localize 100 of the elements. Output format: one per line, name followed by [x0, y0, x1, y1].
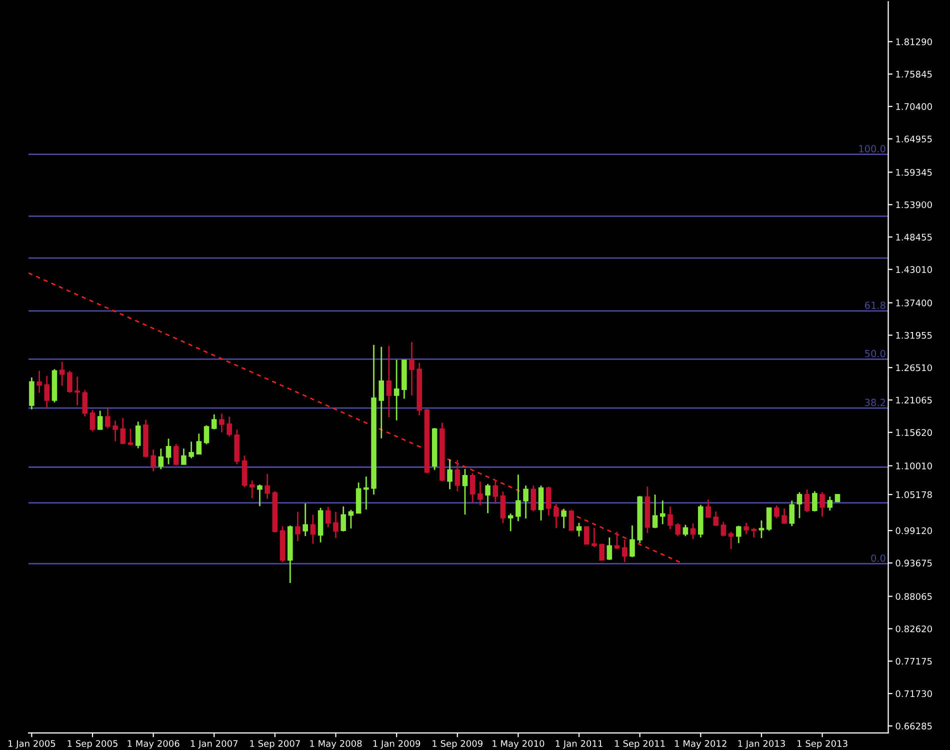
x-tick-label: 1 May 2010 — [492, 740, 544, 749]
candlestick — [378, 346, 384, 440]
candlestick — [470, 472, 476, 504]
y-tick-label: 1.59345 — [896, 168, 932, 176]
y-tick-label: 1.15620 — [896, 429, 932, 436]
annotation: 38.2 — [865, 398, 885, 406]
y-tick-label: 1.37400 — [896, 300, 932, 306]
candlestick — [219, 413, 224, 434]
candlestick — [622, 539, 628, 563]
candlestick — [766, 506, 772, 532]
candlestick — [508, 512, 514, 532]
candlestick — [592, 527, 597, 548]
candlestick — [576, 522, 582, 538]
y-tick-label: 0.93675 — [896, 560, 932, 567]
candlestick — [599, 543, 604, 561]
candlestick — [364, 476, 369, 510]
y-tick-label: 1.10010 — [896, 462, 932, 470]
candlestick — [713, 510, 719, 526]
candlestick — [36, 370, 42, 394]
candlestick — [105, 408, 110, 430]
candlestick — [74, 376, 80, 406]
x-tick-label: 1 Jan 2007 — [190, 740, 238, 749]
candlestick — [204, 424, 210, 445]
y-tick-label: 1.43010 — [896, 266, 932, 273]
candlestick — [454, 459, 460, 492]
candlestick — [546, 486, 552, 516]
annotation: 61.8 — [865, 302, 886, 309]
candlestick — [561, 508, 566, 529]
candlestick — [720, 521, 726, 538]
candlestick — [128, 428, 134, 446]
candlestick — [827, 496, 833, 512]
candlestick — [188, 440, 194, 459]
x-tick-label: 1 Sep 2011 — [615, 740, 665, 749]
candlestick — [135, 420, 141, 449]
candlestick — [158, 448, 164, 470]
candlestick — [668, 506, 673, 530]
candlestick — [804, 488, 810, 513]
candlestick — [630, 524, 635, 558]
candlestick — [257, 484, 262, 507]
candlestick — [150, 448, 156, 472]
y-tick-label: 1.48455 — [896, 234, 932, 241]
candlestick — [682, 524, 688, 537]
y-tick-label: 1.81290 — [896, 38, 932, 46]
candlestick — [568, 509, 574, 532]
candlestick — [584, 526, 590, 545]
candlestick — [744, 522, 749, 535]
candlestick — [516, 474, 521, 522]
candlestick — [166, 438, 172, 465]
candlestick — [295, 511, 300, 542]
y-tick-label: 1.26510 — [896, 364, 932, 372]
x-tick-label: 1 May 2008 — [310, 740, 362, 749]
candlestick — [652, 494, 658, 529]
candlestick — [820, 492, 825, 518]
x-tick-label: 1 Sep 2007 — [250, 740, 300, 749]
candlestick — [690, 522, 696, 540]
candlestick — [264, 473, 270, 500]
candlestick — [112, 420, 118, 442]
candlestick — [538, 484, 544, 522]
candlestick — [196, 432, 202, 455]
candlestick — [67, 370, 72, 394]
y-tick-label: 1.05178 — [896, 491, 932, 498]
annotation: 0.0 — [871, 554, 886, 562]
candlestick — [500, 490, 506, 524]
candlestick — [660, 500, 666, 525]
candlestick — [90, 409, 96, 432]
candlestick — [29, 376, 34, 410]
y-tick-label: 0.99120 — [896, 527, 932, 534]
y-tick-label: 1.75845 — [896, 70, 932, 78]
candlestick — [333, 511, 338, 539]
x-tick-label: 1 May 2006 — [128, 740, 180, 749]
candlestick — [310, 514, 316, 544]
y-tick-label: 0.88065 — [896, 593, 932, 600]
x-tick-label: 1 May 2012 — [675, 740, 726, 749]
candlestick — [523, 484, 528, 520]
candlestick — [789, 500, 795, 527]
candlestick — [302, 502, 308, 537]
candlestick — [478, 480, 483, 506]
candlestick — [751, 527, 757, 538]
candlestick — [173, 443, 179, 466]
y-tick-label: 0.66285 — [896, 722, 932, 730]
candlestick — [97, 410, 103, 430]
y-tick-label: 1.64955 — [896, 136, 932, 142]
candlestick — [340, 506, 346, 532]
candlestick — [462, 468, 468, 516]
candlestick — [796, 492, 802, 519]
candlestick — [348, 509, 354, 530]
candlestick — [736, 525, 742, 544]
candlestick — [774, 504, 780, 519]
candlestick — [59, 361, 65, 386]
candlestick — [706, 498, 711, 518]
candlestick — [326, 506, 331, 528]
candlestick — [614, 531, 620, 550]
y-tick-label: 1.21065 — [896, 396, 932, 404]
y-tick-label: 0.77175 — [896, 658, 932, 665]
candlestick — [249, 480, 255, 499]
y-tick-label: 1.31955 — [896, 332, 932, 339]
x-tick-label: 1 Jan 2011 — [556, 740, 602, 749]
candlestick — [492, 478, 498, 505]
x-tick-label: 1 Jan 2013 — [738, 740, 785, 749]
candlestick — [211, 414, 217, 430]
